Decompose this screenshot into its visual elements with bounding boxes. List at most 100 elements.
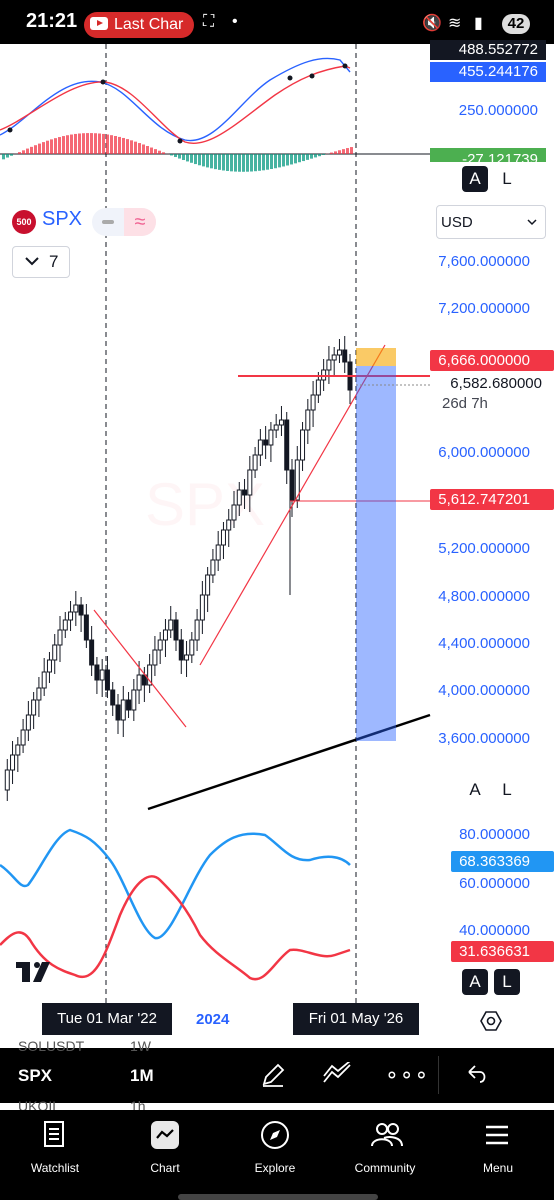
hamburger-icon bbox=[486, 1125, 508, 1145]
price-axis-label: 3,600.000000 bbox=[438, 730, 530, 747]
macd-histogram-bar bbox=[350, 147, 353, 154]
date-label-right: Fri 01 May '26 bbox=[293, 1003, 419, 1035]
cross-marker bbox=[7, 127, 13, 133]
wave-icon: ≈ bbox=[124, 208, 156, 236]
macd-histogram-bar bbox=[182, 154, 185, 161]
currency-select[interactable]: USD bbox=[436, 205, 546, 239]
ghost-interval: 1W bbox=[130, 1038, 151, 1054]
macd-histogram-bar bbox=[250, 154, 253, 172]
macd-histogram-bar bbox=[106, 134, 109, 154]
symbol-toolbar: SOLUSDT 1W SPX 1M UKOIL 1h ∘∘∘ bbox=[0, 1038, 554, 1114]
oscillator-axis-label: 60.000000 bbox=[459, 875, 530, 892]
price-axis-label: 4,400.000000 bbox=[438, 635, 530, 652]
candle-body bbox=[236, 489, 242, 506]
macd-histogram-bar bbox=[322, 154, 325, 155]
macd-histogram-bar bbox=[234, 154, 237, 172]
candle-body bbox=[300, 429, 306, 461]
macd-histogram-bar bbox=[294, 154, 297, 164]
macd-histogram-bar bbox=[306, 154, 309, 160]
home-indicator bbox=[178, 1194, 378, 1200]
candle-body bbox=[331, 354, 337, 361]
candle-body bbox=[263, 439, 269, 446]
price-axis-label: 4,000.000000 bbox=[438, 682, 530, 699]
macd-histogram-bar bbox=[170, 154, 173, 156]
toolbar-divider bbox=[438, 1056, 439, 1094]
indicator-visibility-toggle[interactable]: ≈ bbox=[92, 208, 156, 236]
macd-histogram-bar bbox=[338, 150, 341, 154]
macd-histogram-bar bbox=[266, 154, 269, 170]
tab-label: Community bbox=[354, 1161, 416, 1175]
macd-histogram-bar bbox=[70, 134, 73, 154]
symbol-title[interactable]: SPX bbox=[42, 208, 83, 230]
settings-icon[interactable] bbox=[480, 1010, 502, 1032]
macd-histogram-bar bbox=[210, 154, 213, 169]
candle-body bbox=[94, 664, 100, 681]
candle-body bbox=[273, 424, 279, 431]
macd-histogram-bar bbox=[98, 133, 101, 154]
downtrend-line[interactable] bbox=[93, 609, 187, 728]
macd-histogram-bar bbox=[342, 149, 345, 154]
recording-pill[interactable]: Last Char bbox=[84, 12, 194, 38]
candle-body bbox=[189, 639, 195, 656]
chart-canvas[interactable]: SPX bbox=[0, 44, 554, 1044]
toolbar-symbol-button[interactable]: SPX bbox=[18, 1066, 53, 1085]
macd-histogram-bar bbox=[66, 135, 69, 154]
main-log-scale-button[interactable]: L bbox=[502, 780, 512, 799]
tab-label: Explore bbox=[254, 1161, 296, 1175]
candle-body bbox=[305, 409, 311, 431]
upper-log-scale-button[interactable]: L bbox=[502, 169, 512, 188]
price-axis-label: 7,200.000000 bbox=[438, 300, 530, 317]
candle-body bbox=[247, 469, 253, 496]
support-price-label: 5,612.747201 bbox=[430, 489, 554, 510]
toolbar-interval-button[interactable]: 1M bbox=[130, 1066, 154, 1085]
candle-body bbox=[46, 659, 52, 673]
macd-histogram-bar bbox=[2, 154, 5, 160]
undo-icon[interactable] bbox=[466, 1064, 488, 1084]
candle-body bbox=[52, 644, 58, 661]
screen-capture-icon: ⛶ bbox=[203, 13, 215, 30]
macd-histogram-bar bbox=[138, 143, 141, 154]
long-trend-line[interactable] bbox=[147, 713, 431, 811]
stop-loss-zone[interactable] bbox=[356, 348, 396, 366]
last-price-label: 6,582.680000 bbox=[450, 375, 542, 392]
main-auto-scale-button[interactable]: A bbox=[469, 780, 481, 799]
macd-histogram-bar bbox=[206, 154, 209, 168]
candle-body bbox=[242, 489, 248, 496]
macd-histogram-bar bbox=[282, 154, 285, 167]
candle-body bbox=[226, 519, 232, 531]
macd-histogram-bar bbox=[46, 140, 49, 154]
macd-histogram-bar bbox=[298, 154, 301, 163]
candle-body bbox=[120, 699, 126, 721]
take-profit-zone[interactable] bbox=[356, 366, 396, 741]
candle-body bbox=[162, 629, 168, 641]
macd-histogram-bar bbox=[162, 152, 165, 154]
macd-histogram-bar bbox=[58, 137, 61, 154]
candle-body bbox=[315, 379, 321, 396]
macd-histogram-value: -27.121739 bbox=[430, 148, 546, 162]
macd-histogram-bar bbox=[318, 154, 321, 157]
candle-body bbox=[36, 687, 42, 701]
lower-log-scale-button[interactable]: L bbox=[494, 969, 520, 995]
macd-histogram-bar bbox=[122, 137, 125, 154]
macd-histogram bbox=[2, 133, 353, 172]
macd-histogram-bar bbox=[126, 139, 129, 154]
indicators-collapse-button[interactable]: 7 bbox=[12, 246, 70, 278]
pencil-icon[interactable] bbox=[260, 1062, 286, 1088]
uptrend-line[interactable] bbox=[199, 344, 386, 666]
upper-auto-scale-button[interactable]: A bbox=[462, 166, 488, 192]
trend-line-icon[interactable] bbox=[322, 1062, 352, 1086]
candle-body bbox=[10, 754, 16, 771]
candle-body bbox=[110, 689, 116, 706]
chevron-down-icon bbox=[25, 257, 39, 266]
macd-histogram-bar bbox=[118, 136, 121, 154]
macd-histogram-bar bbox=[186, 154, 189, 162]
candle-body bbox=[252, 454, 258, 471]
more-icon[interactable]: ∘∘∘ bbox=[385, 1062, 430, 1087]
status-clock: 21:21 bbox=[26, 10, 78, 32]
macd-histogram-bar bbox=[198, 154, 201, 166]
lower-auto-scale-button[interactable]: A bbox=[462, 969, 488, 995]
chevron-down-icon bbox=[527, 219, 537, 226]
cross-marker bbox=[177, 138, 183, 144]
chart-icon bbox=[151, 1121, 179, 1149]
candle-body bbox=[284, 419, 290, 471]
